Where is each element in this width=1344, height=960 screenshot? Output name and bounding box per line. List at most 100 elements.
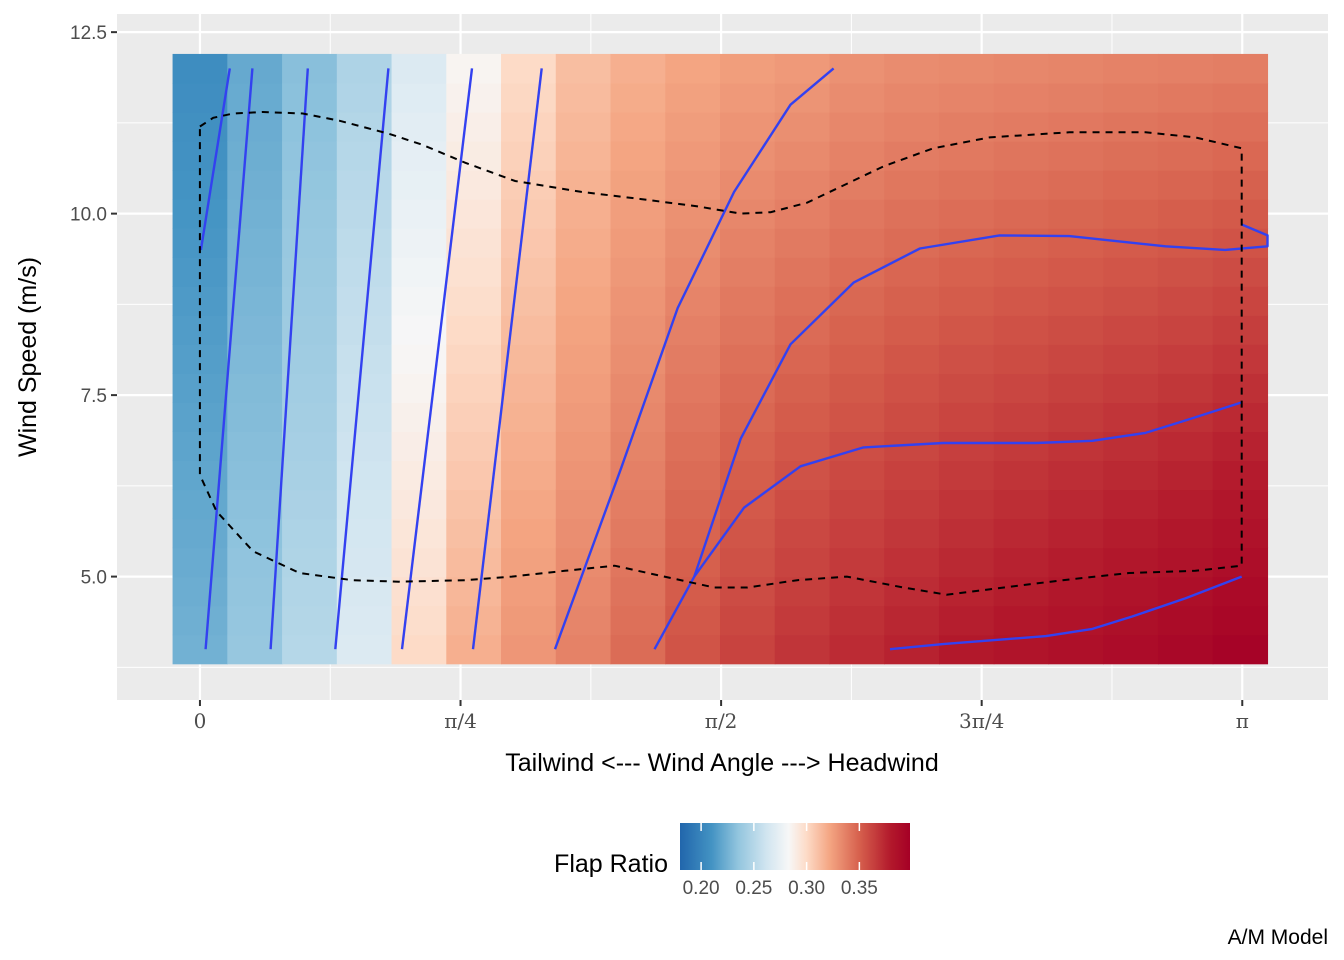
heatmap-tile	[829, 344, 885, 374]
heatmap-tile	[993, 199, 1050, 229]
heatmap-tile	[1048, 576, 1104, 607]
heatmap-tile	[555, 82, 612, 113]
heatmap-tile	[1157, 170, 1214, 200]
heatmap-tile	[1212, 489, 1269, 520]
heatmap-tile	[938, 344, 995, 374]
heatmap-tile	[282, 199, 338, 229]
heatmap-tile	[282, 170, 338, 200]
heatmap-tile	[227, 141, 283, 171]
heatmap-tile	[938, 373, 995, 403]
heatmap-tile	[391, 634, 447, 665]
heatmap-tile	[774, 576, 831, 607]
heatmap-tile	[1048, 460, 1104, 491]
heatmap-tile	[720, 634, 776, 665]
heatmap-tile	[501, 373, 557, 403]
heatmap-tile	[446, 547, 502, 578]
heatmap-tile	[1103, 460, 1159, 491]
heatmap-tile	[938, 489, 995, 520]
heatmap-tile	[829, 82, 885, 113]
heatmap-tile	[610, 53, 666, 84]
heatmap-tile	[1103, 373, 1159, 403]
heatmap-tile	[1157, 518, 1214, 549]
heatmap-tile	[282, 402, 338, 433]
heatmap-tile	[555, 373, 612, 403]
heatmap-tile	[282, 518, 338, 549]
heatmap-tile	[336, 344, 393, 374]
heatmap-tile	[1157, 82, 1214, 113]
boundary-line	[198, 110, 1243, 596]
heatmap-tile	[665, 82, 721, 113]
heatmap-tile	[282, 141, 338, 171]
heatmap-tile	[993, 547, 1050, 578]
heatmap-tile	[501, 199, 557, 229]
heatmap-tile	[610, 576, 666, 607]
heatmap-tile	[720, 576, 776, 607]
heatmap-tile	[720, 257, 776, 287]
heatmap-tile	[665, 402, 721, 433]
heatmap-tile	[610, 257, 666, 287]
heatmap-tile	[282, 286, 338, 316]
heatmap-tile	[282, 460, 338, 491]
heatmap-tile	[172, 228, 228, 258]
heatmap-tile	[1103, 170, 1159, 200]
heatmap-tile	[555, 460, 612, 491]
heatmap-tile	[1157, 460, 1214, 491]
heatmap-tile	[282, 547, 338, 578]
heatmap-tile	[993, 228, 1050, 258]
heatmap-tile	[227, 199, 283, 229]
heatmap-tile	[501, 576, 557, 607]
heatmap-tile	[1157, 286, 1214, 316]
heatmap-tile	[829, 53, 885, 84]
heatmap-tile	[993, 431, 1050, 462]
heatmap-tile	[227, 518, 283, 549]
heatmap-tiles	[172, 53, 1269, 665]
heatmap-tile	[720, 344, 776, 374]
heatmap-tile	[829, 315, 885, 345]
heatmap-tile	[993, 489, 1050, 520]
heatmap-tile	[829, 199, 885, 229]
heatmap-tile	[1048, 634, 1104, 665]
heatmap-tile	[774, 82, 831, 113]
heatmap-tile	[227, 286, 283, 316]
heatmap-tile	[1212, 431, 1269, 462]
heatmap-tile	[1103, 82, 1159, 113]
heatmap-tile	[774, 141, 831, 171]
heatmap-tile	[1157, 257, 1214, 287]
heatmap-tile	[610, 518, 666, 549]
heatmap-tile	[336, 228, 393, 258]
heatmap-tile	[884, 286, 940, 316]
heatmap-tile	[227, 82, 283, 113]
heatmap-tile	[938, 605, 995, 636]
heatmap-tile	[555, 286, 612, 316]
heatmap-tile	[993, 82, 1050, 113]
heatmap-tile	[336, 460, 393, 491]
heatmap-tile	[1212, 141, 1269, 171]
heatmap-tile	[938, 431, 995, 462]
heatmap-tile	[555, 228, 612, 258]
heatmap-tile	[938, 170, 995, 200]
heatmap-tile	[336, 489, 393, 520]
heatmap-tile	[1103, 199, 1159, 229]
heatmap-tile	[720, 228, 776, 258]
heatmap-tile	[993, 373, 1050, 403]
heatmap-tile	[610, 605, 666, 636]
heatmap-tile	[446, 344, 502, 374]
heatmap-tile	[665, 605, 721, 636]
heatmap-tile	[391, 170, 447, 200]
heatmap-tile	[610, 286, 666, 316]
y-tick-label: 5.0	[81, 568, 107, 589]
heatmap-tile	[227, 170, 283, 200]
heatmap-tile	[336, 634, 393, 665]
heatmap-tile	[501, 141, 557, 171]
heatmap-tile	[774, 402, 831, 433]
heatmap-tile	[1103, 53, 1159, 84]
heatmap-tile	[227, 373, 283, 403]
heatmap-tile	[938, 53, 995, 84]
heatmap-tile	[1212, 170, 1269, 200]
y-axis-ticks: 5.0 7.5 10.0 12.5	[70, 23, 117, 589]
heatmap-tile	[391, 257, 447, 287]
heatmap-tile	[1048, 53, 1104, 84]
heatmap-tile	[774, 605, 831, 636]
heatmap-tile	[227, 228, 283, 258]
heatmap-tile	[446, 141, 502, 171]
